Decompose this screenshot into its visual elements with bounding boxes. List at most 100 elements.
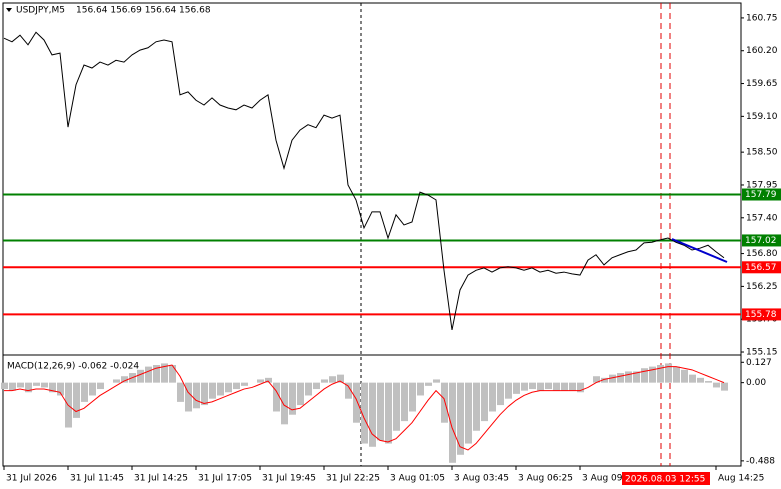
plot-frame (2, 2, 742, 467)
histogram-bar (369, 382, 376, 447)
histogram-bar (153, 365, 160, 383)
histogram-bar (537, 382, 544, 391)
signal-line (4, 364, 725, 451)
level-label: 155.78 (745, 310, 777, 320)
histogram-bar (305, 382, 312, 396)
y-tick-label: 157.95 (746, 180, 778, 190)
y-tick-label: -0.488 (746, 456, 775, 466)
histogram-bar (601, 377, 608, 383)
histogram-bar (513, 382, 520, 394)
histogram-bar (689, 374, 696, 383)
y-tick-label: 155.15 (746, 348, 778, 358)
histogram-bar (441, 382, 448, 423)
histogram-bar (489, 382, 496, 412)
histogram-bar (617, 373, 624, 383)
histogram-bar (521, 382, 528, 391)
histogram-bar (497, 382, 504, 406)
y-tick-label: 157.40 (746, 213, 778, 223)
histogram-bar (97, 382, 104, 390)
histogram-bar (185, 382, 192, 412)
histogram-bar (433, 379, 440, 383)
level-tag (742, 188, 781, 201)
histogram-bar (345, 382, 352, 399)
histogram-bar (17, 382, 24, 388)
histogram-bar (257, 379, 264, 383)
histogram-bar (217, 382, 224, 396)
histogram-bar (25, 382, 32, 393)
histogram-bar (457, 382, 464, 455)
level-tag (742, 308, 781, 321)
histogram-bar (385, 382, 392, 444)
histogram-bar (681, 369, 688, 383)
trend-line (671, 238, 728, 263)
histogram-bar (289, 382, 296, 415)
histogram-bar (625, 371, 632, 383)
histogram-bar (553, 382, 560, 391)
histogram-bar (409, 382, 416, 412)
histogram-bar (73, 382, 80, 418)
histogram-bar (673, 366, 680, 383)
histogram-bar (481, 382, 488, 422)
histogram-bar (1, 382, 8, 390)
histogram-bar (273, 382, 280, 412)
level-tag (742, 234, 781, 247)
histogram-bar (329, 376, 336, 383)
cursor-label: 2026.08.03 12:55 (625, 475, 705, 485)
histogram-bar (121, 376, 128, 383)
cursor-tag (622, 472, 710, 485)
histogram-bar (33, 382, 40, 386)
histogram-bar (57, 382, 64, 396)
histogram-bar (705, 381, 712, 383)
histogram-bar (169, 365, 176, 383)
histogram-bar (265, 377, 272, 383)
x-tick-label: 31 Jul 22:25 (326, 474, 380, 484)
y-tick-label: 156.80 (746, 249, 778, 259)
histogram-bar (641, 368, 648, 383)
histogram-bar (561, 382, 568, 391)
chart-title: USDJPY,M5 (16, 6, 65, 16)
histogram-bar (697, 377, 704, 383)
histogram-bar (393, 382, 400, 431)
y-tick-label: 160.75 (746, 13, 778, 23)
histogram-bar (201, 382, 208, 406)
histogram-bar (721, 382, 728, 391)
histogram-bar (649, 366, 656, 383)
price-line (3, 31, 725, 331)
histogram-bar (337, 374, 344, 383)
quote: 156.64 156.69 156.64 156.68 (76, 6, 211, 16)
histogram-bar (401, 382, 408, 422)
histogram-bar (9, 382, 16, 391)
histogram-bar (233, 382, 240, 390)
histogram-bar (417, 382, 424, 396)
histogram-bar (321, 379, 328, 383)
macd-title: MACD(12,26,9) -0.062 -0.024 (7, 362, 139, 372)
level-label: 157.02 (745, 236, 777, 246)
histogram-bar (353, 382, 360, 423)
histogram-bar (297, 382, 304, 406)
x-tick-label: 3 Aug 03:45 (454, 474, 509, 484)
histogram-bar (161, 363, 168, 383)
histogram-bar (49, 382, 56, 393)
histogram-bar (473, 382, 480, 431)
histogram-bar (137, 369, 144, 383)
y-tick-label: 160.20 (746, 46, 778, 56)
histogram-bar (505, 382, 512, 399)
histogram-bar (569, 382, 576, 391)
y-tick-label: 0.00 (746, 378, 766, 388)
histogram-bar (465, 382, 472, 444)
x-tick-label: 31 Jul 14:25 (134, 474, 188, 484)
x-tick-label: 31 Jul 11:45 (70, 474, 124, 484)
level-label: 157.79 (745, 190, 777, 200)
histogram-bar (425, 382, 432, 386)
histogram-bar (281, 382, 288, 425)
histogram-bar (89, 382, 96, 396)
histogram-bar (81, 382, 88, 402)
histogram-bar (177, 382, 184, 402)
menu-arrow[interactable] (6, 8, 12, 12)
histogram-bar (449, 382, 456, 463)
histogram-bar (665, 363, 672, 383)
histogram-bar (225, 382, 232, 393)
histogram-bar (145, 366, 152, 383)
y-tick-label: 0.127 (746, 358, 772, 368)
level-label: 156.57 (745, 263, 777, 273)
